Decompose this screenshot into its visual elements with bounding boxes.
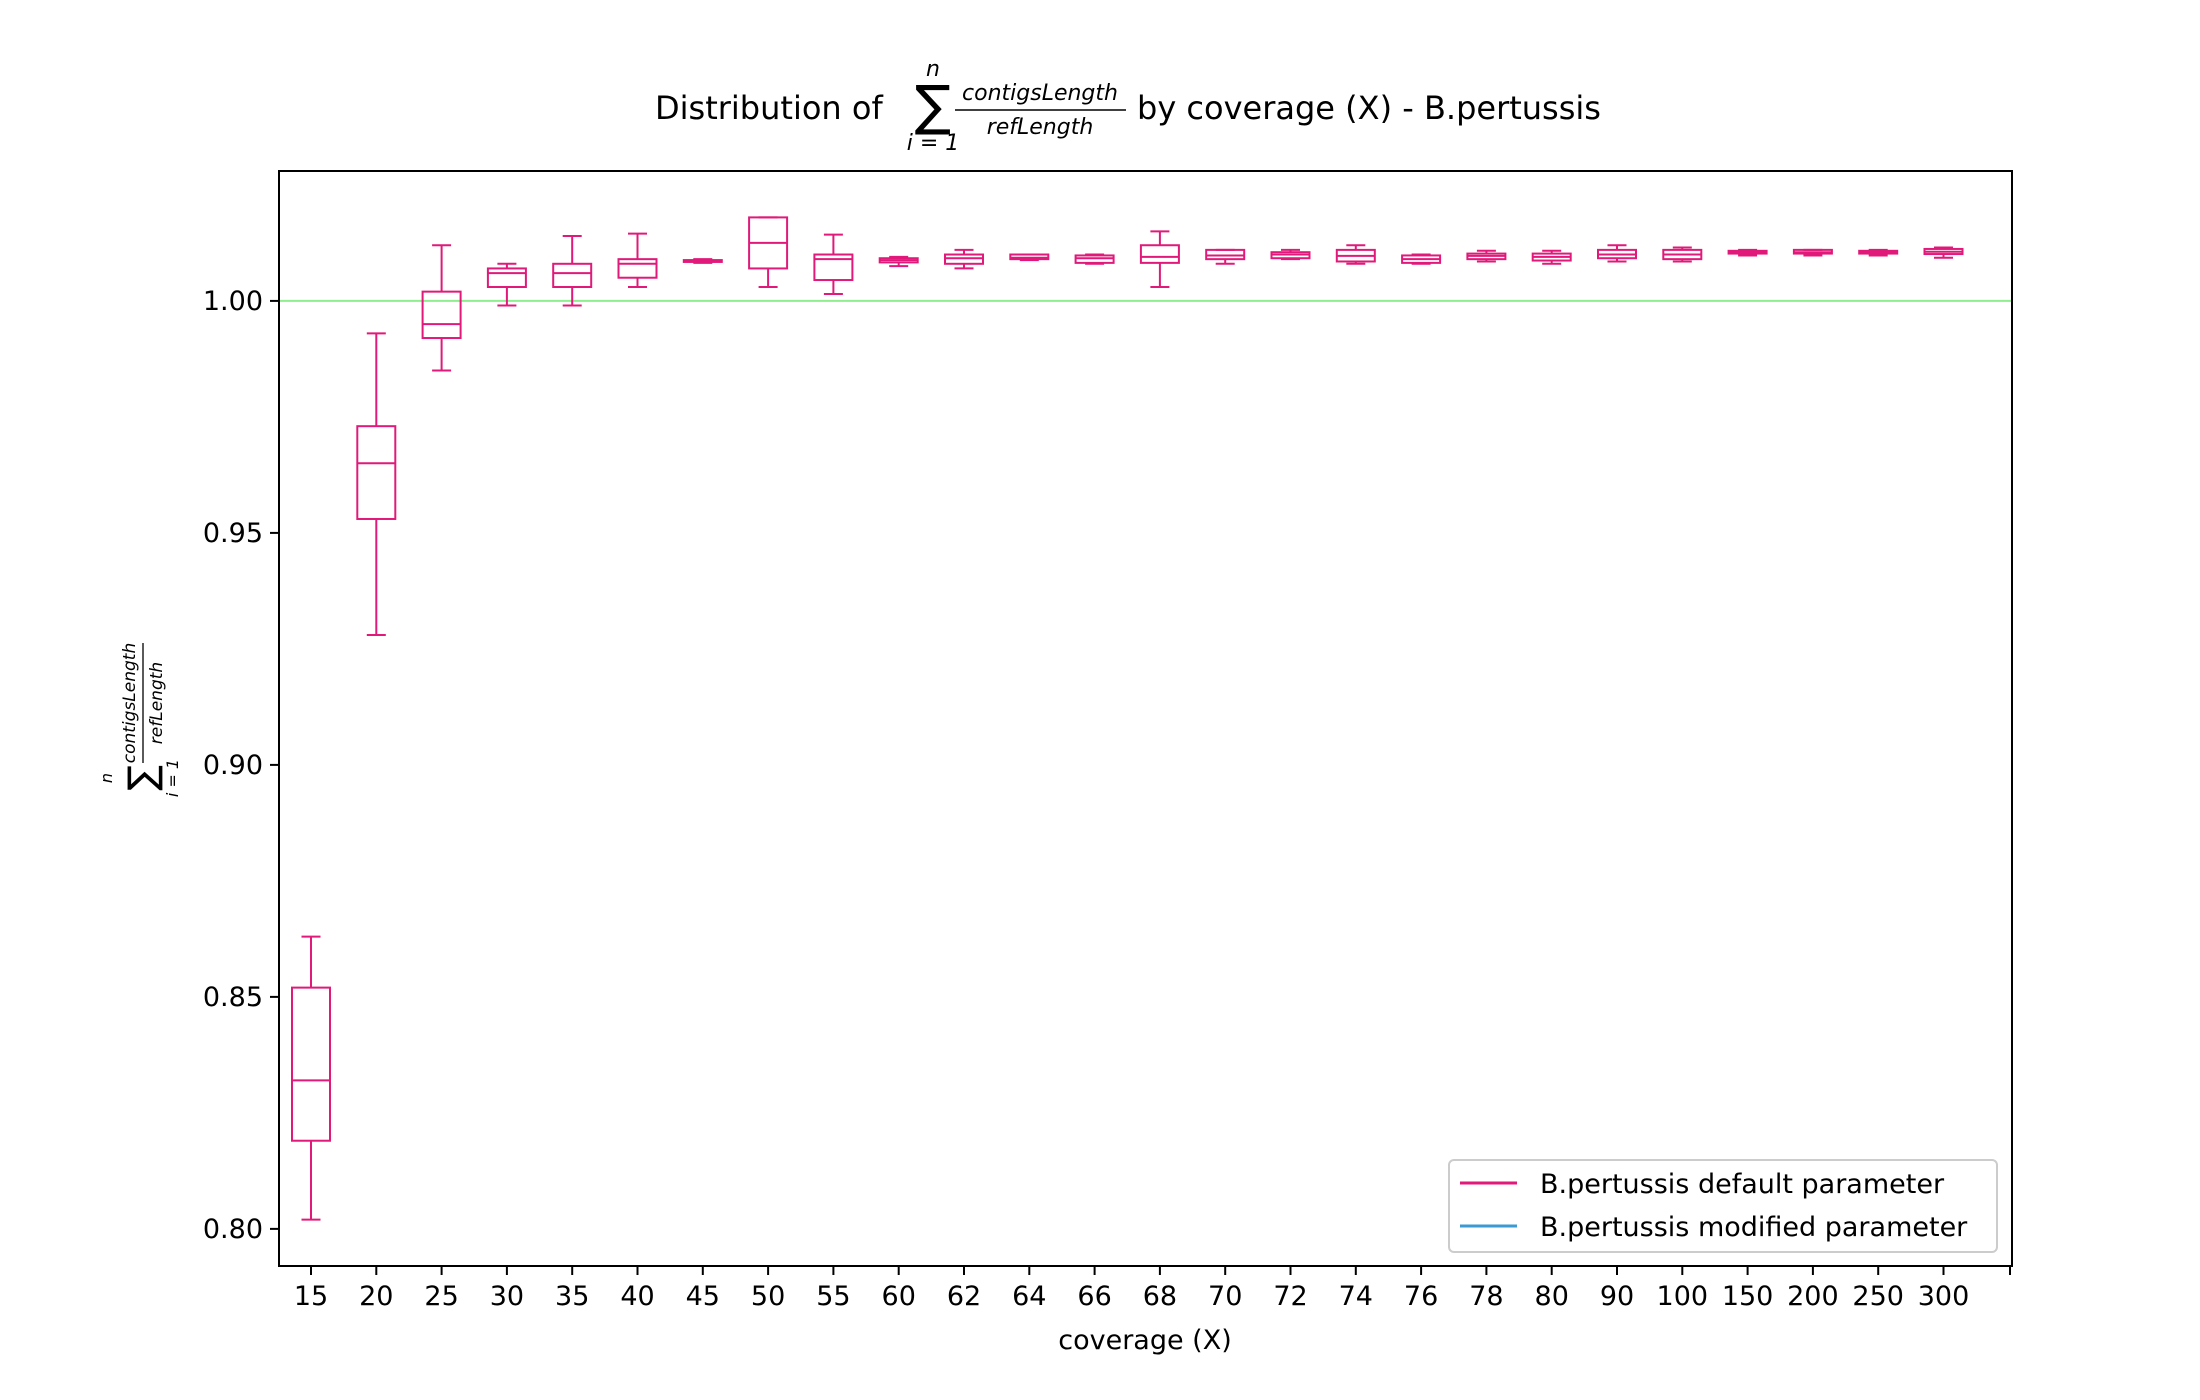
box-62 xyxy=(944,248,984,270)
box-body xyxy=(421,290,462,340)
title-sum-lower: i = 1 xyxy=(907,131,960,156)
box-80 xyxy=(1531,249,1572,265)
x-tick-label: 25 xyxy=(424,1281,458,1312)
box-body xyxy=(617,258,658,279)
legend-label-modified: B.pertussis modified parameter xyxy=(1540,1212,1968,1243)
y-tick-label: 0.90 xyxy=(203,750,263,781)
y-tick-label: 0.80 xyxy=(203,1214,263,1245)
box-20 xyxy=(356,332,397,636)
x-axis-label: coverage (X) xyxy=(1058,1325,1232,1356)
x-tick-label: 150 xyxy=(1722,1281,1774,1312)
x-tick-label: 15 xyxy=(294,1281,328,1312)
title-sum-sign: ∑ xyxy=(915,74,951,137)
box-body xyxy=(552,262,593,288)
box-74 xyxy=(1335,244,1376,265)
x-tick-label: 300 xyxy=(1918,1281,1970,1312)
ylabel-sum-upper: n xyxy=(97,773,116,783)
legend-label-default: B.pertussis default parameter xyxy=(1540,1169,1945,1200)
box-250 xyxy=(1858,248,1899,257)
box-45 xyxy=(682,258,723,264)
title-denominator: refLength xyxy=(987,115,1094,140)
box-68 xyxy=(1139,230,1180,288)
title-prefix: Distribution of xyxy=(655,89,883,127)
legend: B.pertussis default parameter B.pertussi… xyxy=(1448,1159,1998,1253)
x-tick-label: 35 xyxy=(555,1281,589,1312)
x-tick-label: 90 xyxy=(1600,1281,1634,1312)
x-tick-label: 40 xyxy=(620,1281,654,1312)
x-tick-label: 68 xyxy=(1143,1281,1177,1312)
y-axis-label: n ∑ i = 1 contigsLength refLength xyxy=(97,643,182,797)
x-tick-label: 200 xyxy=(1787,1281,1839,1312)
x-tick-label: 30 xyxy=(490,1281,524,1312)
box-72 xyxy=(1270,248,1311,261)
box-body xyxy=(291,986,331,1142)
box-55 xyxy=(813,233,854,295)
box-200 xyxy=(1792,248,1833,257)
x-tick-label: 64 xyxy=(1012,1281,1046,1312)
box-15 xyxy=(291,935,331,1221)
x-tick-label: 100 xyxy=(1657,1281,1709,1312)
x-tick-label: 74 xyxy=(1339,1281,1373,1312)
box-body xyxy=(1139,244,1180,264)
box-50 xyxy=(748,216,789,288)
title-numerator: contigsLength xyxy=(962,81,1118,106)
x-tick-label: 250 xyxy=(1852,1281,1904,1312)
box-60 xyxy=(878,255,919,268)
x-tick-label: 50 xyxy=(751,1281,785,1312)
x-tick-label: 66 xyxy=(1077,1281,1111,1312)
ylabel-numerator: contigsLength xyxy=(120,643,140,764)
x-tick-label: 45 xyxy=(686,1281,720,1312)
ylabel-sum-lower: i = 1 xyxy=(163,759,182,797)
box-66 xyxy=(1074,253,1115,265)
x-axis: 15 20 25 30 35 40 45 50 55 60 62 64 66 68 70 72 74 76 78 80… xyxy=(294,1266,2011,1312)
box-64 xyxy=(1009,253,1050,262)
box-40 xyxy=(617,232,658,288)
box-300 xyxy=(1923,246,1964,259)
x-tick-label: 76 xyxy=(1404,1281,1438,1312)
box-body xyxy=(813,253,854,282)
x-tick-label: 62 xyxy=(947,1281,981,1312)
box-25 xyxy=(421,244,462,372)
y-tick-label: 0.95 xyxy=(203,518,263,549)
box-layer xyxy=(291,216,1964,1221)
y-tick-label: 0.85 xyxy=(203,982,263,1013)
box-70 xyxy=(1205,248,1246,265)
box-body xyxy=(356,425,397,520)
x-tick-label: 20 xyxy=(359,1281,393,1312)
title-suffix: by coverage (X) - B.pertussis xyxy=(1137,89,1601,127)
x-tick-label: 70 xyxy=(1208,1281,1242,1312)
box-100 xyxy=(1662,246,1703,263)
box-35 xyxy=(552,234,593,307)
plot-frame xyxy=(278,170,2013,1267)
y-axis: 0.80 0.85 0.90 0.95 1.00 xyxy=(203,286,279,1245)
box-90 xyxy=(1597,244,1637,263)
ylabel-sum-sign: ∑ xyxy=(120,765,164,791)
y-tick-label: 1.00 xyxy=(203,286,263,317)
x-tick-label: 55 xyxy=(816,1281,850,1312)
ylabel-denominator: refLength xyxy=(147,662,167,744)
box-78 xyxy=(1466,249,1507,263)
box-body xyxy=(486,267,527,288)
box-76 xyxy=(1401,253,1442,265)
x-tick-label: 78 xyxy=(1469,1281,1503,1312)
x-tick-label: 60 xyxy=(882,1281,916,1312)
legend-frame xyxy=(1448,1159,1998,1253)
title-sum-upper: n xyxy=(926,57,940,82)
x-tick-label: 80 xyxy=(1535,1281,1569,1312)
chart-title: Distribution of n ∑ i = 1 contigsLength … xyxy=(655,57,1601,156)
box-150 xyxy=(1727,248,1768,257)
x-tick-label: 72 xyxy=(1273,1281,1307,1312)
box-30 xyxy=(486,262,527,307)
